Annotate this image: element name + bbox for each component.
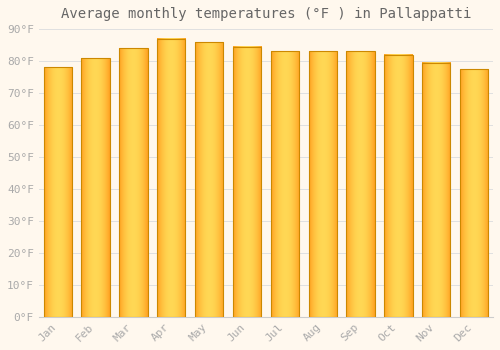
Bar xyxy=(460,69,488,317)
Bar xyxy=(195,42,224,317)
Bar xyxy=(384,55,412,317)
Bar xyxy=(82,58,110,317)
Title: Average monthly temperatures (°F ) in Pallappatti: Average monthly temperatures (°F ) in Pa… xyxy=(60,7,471,21)
Bar xyxy=(308,51,337,317)
Bar xyxy=(44,68,72,317)
Bar xyxy=(157,38,186,317)
Bar xyxy=(119,48,148,317)
Bar xyxy=(346,51,375,317)
Bar xyxy=(422,63,450,317)
Bar xyxy=(233,47,261,317)
Bar xyxy=(270,51,299,317)
